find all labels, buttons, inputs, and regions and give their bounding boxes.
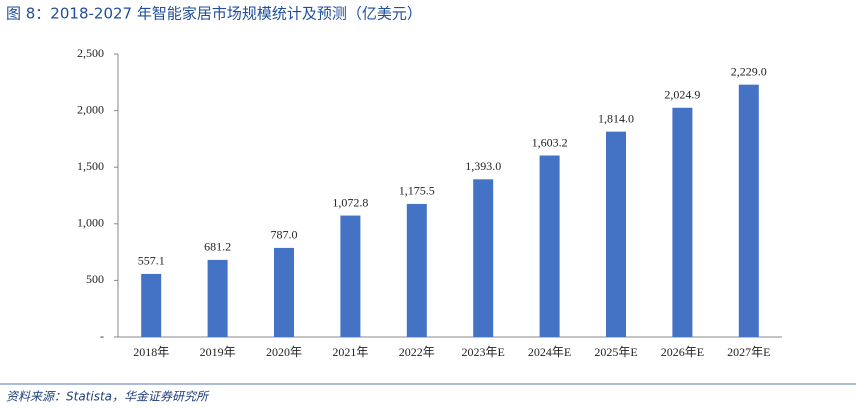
source-note: 资料来源：Statista，华金证券研究所 — [6, 390, 210, 404]
x-tick-label: 2019年 — [200, 345, 236, 359]
value-label: 2,024.9 — [664, 88, 700, 102]
value-label: 1,072.8 — [332, 195, 368, 209]
bar — [672, 107, 693, 338]
x-tick-label: 2024年E — [528, 345, 571, 359]
y-tick-label: 500 — [86, 272, 104, 286]
value-label: 1,814.0 — [598, 111, 634, 125]
value-label: 1,393.0 — [465, 159, 501, 173]
x-tick-label: 2026年E — [661, 345, 704, 359]
value-label: 1,603.2 — [532, 135, 568, 149]
y-tick-label: 1,500 — [77, 159, 104, 173]
x-tick-label: 2020年 — [266, 345, 302, 359]
x-tick-label: 2023年E — [462, 345, 505, 359]
bar — [274, 247, 294, 337]
bar — [606, 131, 626, 337]
value-label: 2,229.0 — [731, 64, 767, 78]
y-tick-label: 2,500 — [77, 46, 104, 60]
value-label: 787.0 — [271, 228, 298, 242]
x-tick-label: 2022年 — [399, 345, 435, 359]
y-tick-label: 1,000 — [77, 216, 104, 230]
chart-title: 图 8：2018-2027 年智能家居市场规模统计及预测（亿美元） — [6, 5, 422, 23]
bar — [340, 215, 361, 337]
bar — [141, 273, 162, 337]
bar — [406, 203, 427, 337]
y-tick-label: - — [100, 329, 104, 343]
bar — [473, 179, 494, 337]
bar — [207, 259, 228, 337]
x-tick-label: 2027年E — [727, 345, 770, 359]
x-tick-label: 2025年E — [594, 345, 637, 359]
value-label: 1,175.5 — [399, 184, 435, 198]
value-label: 681.2 — [204, 240, 231, 254]
bar — [539, 155, 560, 337]
y-tick-label: 2,000 — [77, 102, 104, 116]
bar — [738, 84, 759, 337]
value-label: 557.1 — [138, 254, 165, 268]
x-tick-label: 2021年 — [332, 345, 368, 359]
x-tick-label: 2018年 — [133, 345, 169, 359]
